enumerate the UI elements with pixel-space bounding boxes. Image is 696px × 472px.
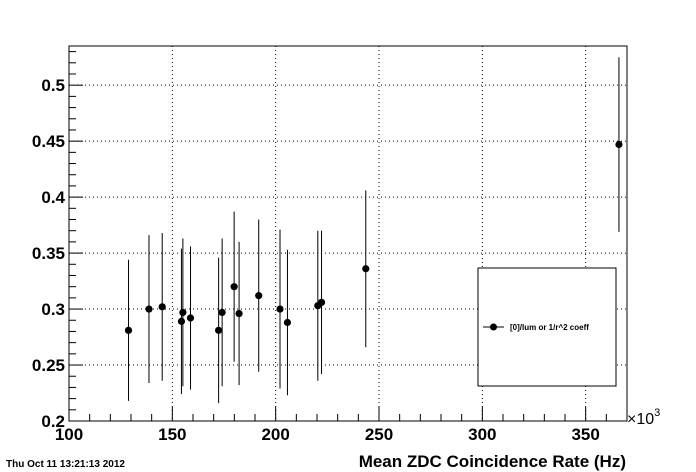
y-tick-label: 0.35 — [32, 244, 65, 263]
data-point — [317, 298, 326, 306]
data-point — [276, 305, 284, 313]
x-tick-label: 200 — [261, 425, 289, 444]
x-tick-label: 100 — [55, 425, 83, 444]
data-point — [177, 317, 186, 325]
data-point — [255, 292, 263, 300]
data-point — [186, 314, 195, 322]
legend: [0]/lum or 1/r^2 coeff — [477, 267, 617, 387]
timestamp: Thu Oct 11 13:21:13 2012 — [6, 459, 125, 470]
x-tick-label: 300 — [468, 425, 496, 444]
plot-frame — [68, 45, 628, 422]
x-tick-label: 250 — [365, 425, 393, 444]
y-tick-label: 0.25 — [32, 356, 65, 375]
x-axis-multiplier: ×103 — [627, 407, 660, 428]
data-point — [230, 283, 238, 291]
y-tick-label: 0.45 — [32, 132, 65, 151]
x-axis-multiplier-exponent: 3 — [654, 407, 660, 419]
data-point — [145, 305, 153, 313]
data-point — [179, 308, 187, 317]
data-point — [158, 303, 166, 311]
data-point — [615, 140, 623, 149]
legend-point-marker — [490, 323, 497, 331]
axes: 100 150 200 250 300 350 0.2 0.25 0.3 0.35 0.4 0.45 0… — [32, 51, 628, 444]
y-tick-label: 0.2 — [41, 412, 65, 431]
data-points — [124, 57, 623, 404]
data-point — [218, 308, 226, 317]
y-tick-label: 0.3 — [41, 300, 65, 319]
legend-label: [0]/lum or 1/r^2 coeff — [510, 323, 589, 332]
data-point — [215, 326, 223, 334]
x-axis-title: Mean ZDC Coincidence Rate (Hz) — [359, 452, 626, 471]
x-tick-label: 150 — [158, 425, 186, 444]
x-tick-label: 350 — [571, 425, 599, 444]
data-point — [235, 309, 243, 318]
data-point — [362, 265, 370, 273]
y-tick-label: 0.5 — [41, 76, 65, 95]
data-point — [283, 318, 292, 327]
data-point — [124, 326, 133, 334]
y-tick-label: 0.4 — [41, 188, 65, 207]
